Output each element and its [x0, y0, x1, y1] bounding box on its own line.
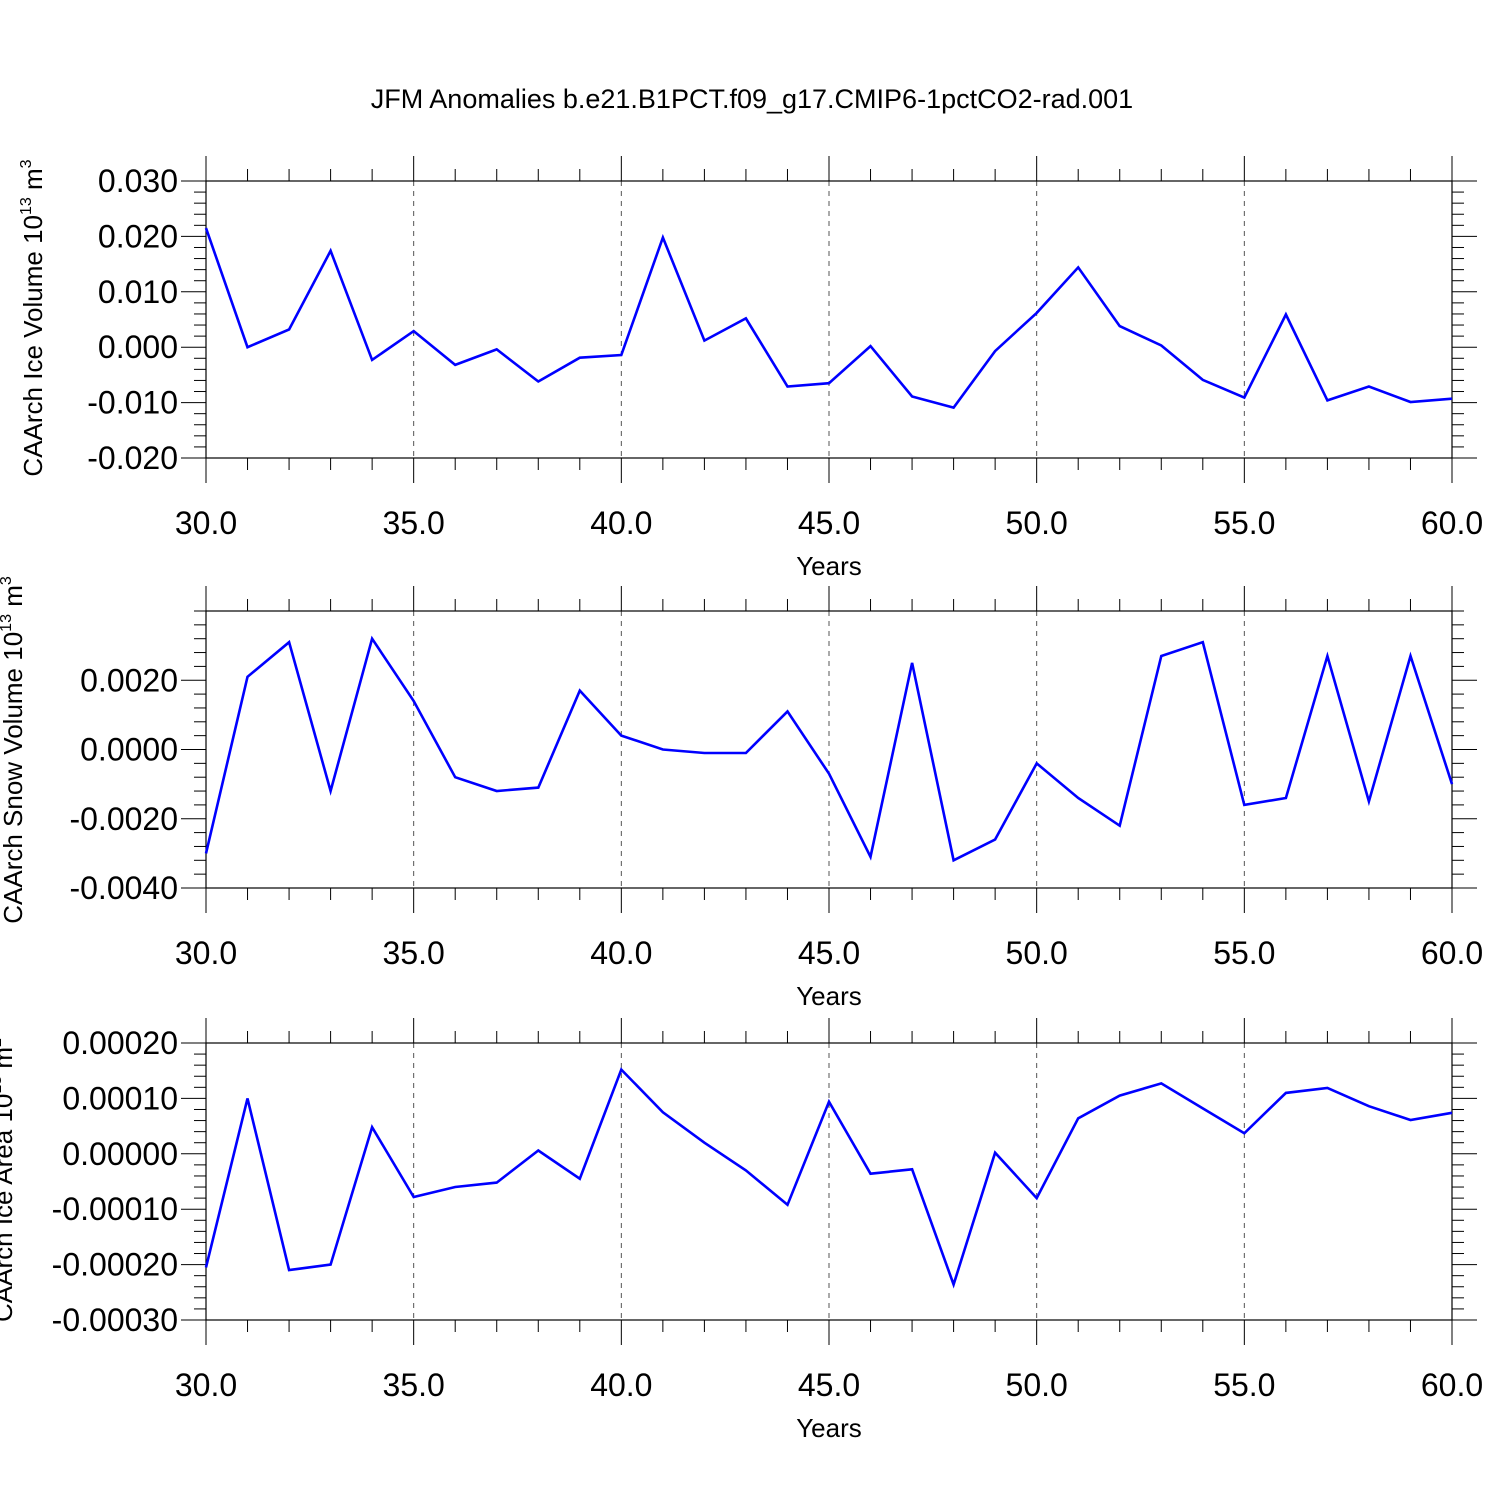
- series-line: [204, 635, 1454, 863]
- y-tick-label: -0.020: [87, 440, 178, 476]
- y-axis-title-exponent: 13: [18, 197, 35, 215]
- x-tick-label: 35.0: [383, 935, 445, 971]
- y-tick-label: 0.00020: [62, 1025, 178, 1061]
- x-tick-label: 60.0: [1421, 935, 1483, 971]
- x-tick-label: 40.0: [590, 505, 652, 541]
- x-tick-label: 50.0: [1006, 935, 1068, 971]
- y-axis-title: CAArch Snow Volume 1013 m3: [0, 576, 28, 924]
- x-tick-label: 30.0: [175, 505, 237, 541]
- y-tick-label: 0.0020: [80, 662, 178, 698]
- y-tick-label: 0.010: [98, 274, 178, 310]
- y-axis-title: CAArch Ice Volume 1013 m3: [18, 159, 48, 476]
- x-tick-label: 50.0: [1006, 505, 1068, 541]
- y-tick-label: -0.00030: [52, 1302, 178, 1338]
- x-tick-label: 45.0: [798, 505, 860, 541]
- panel-1: 30.0 35.0 40.0 45.0 50.0 55.0 60.0 0.030 0.020 0.…: [18, 156, 1483, 581]
- x-tick-label: 50.0: [1006, 1367, 1068, 1403]
- y-tick-label: 0.020: [98, 218, 178, 254]
- y-axis-title-unit-exponent: 3: [18, 159, 35, 168]
- x-tick-label: 45.0: [798, 935, 860, 971]
- y-axis-title-unit-exponent: 2: [0, 1038, 5, 1047]
- y-axis-title-unit: m: [18, 168, 48, 197]
- x-axis-title: Years: [796, 551, 862, 581]
- y-tick-label: 0.000: [98, 329, 178, 365]
- x-tick-label: 30.0: [175, 935, 237, 971]
- y-axis-title-unit: m: [0, 585, 28, 614]
- x-tick-label: 55.0: [1213, 1367, 1275, 1403]
- x-tick-label: 60.0: [1421, 1367, 1483, 1403]
- x-tick-label: 60.0: [1421, 505, 1483, 541]
- y-axis-title-exponent: 13: [0, 1076, 5, 1094]
- panel-3: 30.0 35.0 40.0 45.0 50.0 55.0 60.0 0.00020 0.000…: [0, 1018, 1483, 1443]
- y-axis-title-text: CAArch Snow Volume 10: [0, 632, 28, 924]
- y-tick-label: 0.00010: [62, 1080, 178, 1116]
- x-tick-label: 30.0: [175, 1367, 237, 1403]
- x-tick-label: 35.0: [383, 505, 445, 541]
- y-tick-label: -0.0040: [69, 870, 178, 906]
- x-tick-label: 35.0: [383, 1367, 445, 1403]
- y-tick-label: 0.030: [98, 163, 178, 199]
- y-tick-label: -0.010: [87, 385, 178, 421]
- y-axis-title-text: CAArch Ice Area 10: [0, 1094, 18, 1322]
- x-tick-label: 55.0: [1213, 505, 1275, 541]
- x-tick-label: 45.0: [798, 1367, 860, 1403]
- y-tick-label: -0.0020: [69, 801, 178, 837]
- figure-title: JFM Anomalies b.e21.B1PCT.f09_g17.CMIP6-…: [371, 84, 1133, 114]
- x-tick-label: 40.0: [590, 1367, 652, 1403]
- series-line: [204, 1067, 1453, 1289]
- y-tick-label: -0.00010: [52, 1191, 178, 1227]
- y-axis-title: CAArch Ice Area 1013 m2: [0, 1038, 18, 1322]
- y-axis-title-unit: m: [0, 1047, 18, 1076]
- panel-2: 30.0 35.0 40.0 45.0 50.0 55.0 60.0 0.0020 0.0000…: [0, 576, 1483, 1011]
- x-tick-label: 55.0: [1213, 935, 1275, 971]
- y-tick-label: 0.00000: [62, 1136, 178, 1172]
- x-axis-title: Years: [796, 1413, 862, 1443]
- y-tick-label: 0.0000: [80, 732, 178, 768]
- y-axis-title-text: CAArch Ice Volume 10: [18, 215, 48, 477]
- y-axis-title-unit-exponent: 3: [0, 576, 15, 585]
- y-tick-label: -0.00020: [52, 1247, 178, 1283]
- x-tick-label: 40.0: [590, 935, 652, 971]
- x-axis-title: Years: [796, 981, 862, 1011]
- y-axis-title-exponent: 13: [0, 614, 15, 632]
